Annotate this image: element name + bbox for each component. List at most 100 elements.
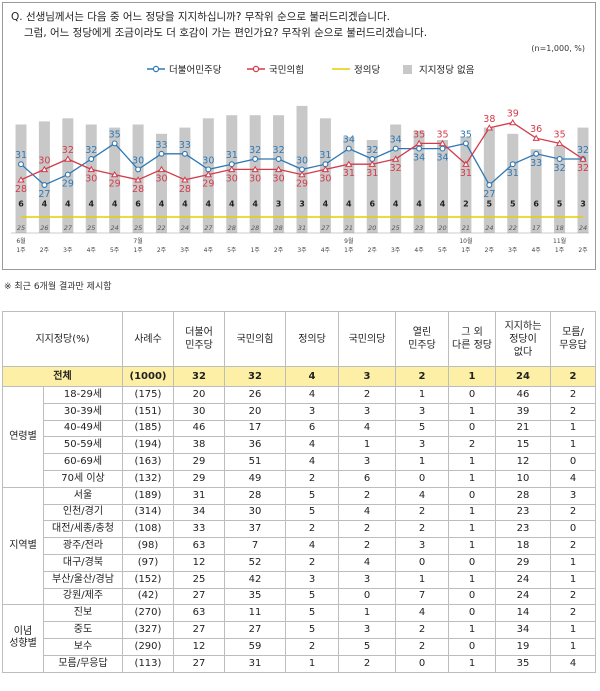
table-cell: 36	[224, 436, 286, 455]
data-label: 34	[390, 135, 402, 146]
table-cell: 1	[550, 570, 596, 589]
table-cell: 3	[285, 402, 339, 421]
table-cell: 0	[448, 587, 496, 606]
table-row: 부산/울산/경남 (152) 25 42 3 3 1 1 24 1	[3, 570, 596, 589]
table-cell: 35	[224, 587, 286, 606]
table-cell: 25	[173, 570, 225, 589]
bar-inner-label: 4	[416, 200, 422, 209]
group-label: 연령별	[2, 386, 44, 488]
table-cell: 4	[395, 486, 449, 505]
data-label: 30	[273, 173, 285, 184]
table-cell: 3	[550, 486, 596, 505]
x-tick-week: 4주	[531, 247, 541, 254]
table-cell: 37	[224, 520, 286, 539]
bar	[413, 130, 425, 233]
table-cell: 4	[395, 604, 449, 623]
bar-inner-label: 4	[88, 200, 94, 209]
table-cell: 1	[338, 604, 396, 623]
table-cell: 3	[338, 570, 396, 589]
point	[392, 145, 399, 152]
table-cell: 7	[224, 537, 286, 555]
point	[134, 176, 142, 183]
bar-value-label: 28	[251, 224, 259, 232]
table-cell: 4	[550, 469, 596, 488]
table-cell: (108)	[122, 520, 174, 539]
bar	[226, 115, 238, 233]
legend-marker	[152, 65, 160, 73]
table-row: 30-39세 (151) 30 20 3 3 3 1 39 2	[3, 402, 596, 421]
table-cell: 4	[338, 419, 396, 438]
table-cell: 2	[338, 486, 396, 505]
table-cell: 51	[224, 453, 286, 471]
table-cell: 2	[550, 366, 596, 387]
table-cell: 26	[224, 386, 286, 404]
x-tick-week: 1주	[133, 247, 143, 254]
bar-value-label: 21	[462, 224, 470, 232]
data-label: 32	[62, 145, 74, 156]
table-cell: 2	[338, 654, 396, 673]
table-cell: 2	[338, 520, 396, 539]
x-tick-week: 2주	[157, 247, 167, 254]
data-label: 36	[530, 124, 542, 135]
table-cell: 7	[395, 587, 449, 606]
point	[416, 145, 423, 152]
data-label: 31	[507, 168, 519, 179]
table-cell: 0	[448, 386, 496, 404]
data-label: 31	[460, 168, 472, 179]
table-cell: 2	[395, 366, 449, 387]
total-row: 전체 (1000) 32 32 4 3 2 1 24 2	[2, 366, 596, 387]
column-header: 열린 민주당	[395, 311, 449, 367]
data-label: 30	[249, 173, 261, 184]
bar-inner-label: 4	[393, 200, 399, 209]
data-label: 32	[577, 145, 589, 156]
table-row: 인천/경기 (314) 34 30 5 4 2 1 23 2	[3, 503, 596, 522]
legend-label: 국민의힘	[269, 65, 304, 76]
table-cell: 46	[495, 386, 551, 404]
point	[64, 155, 72, 162]
data-label: 30	[38, 155, 50, 166]
table-cell: 2	[395, 621, 449, 639]
table-cell: (98)	[122, 537, 174, 555]
bar-inner-label: 4	[206, 200, 212, 209]
bar-value-label: 28	[274, 224, 282, 232]
legend-marker	[252, 65, 260, 73]
point	[345, 160, 353, 167]
question-line-2: 그럼, 어느 정당에게 조금이라도 더 호감이 가는 편인가요? 무작위 순으로…	[24, 27, 428, 39]
bar	[577, 127, 589, 233]
table-cell: 0	[448, 553, 496, 572]
data-label: 34	[436, 153, 448, 164]
table-cell: 20	[173, 386, 225, 404]
point	[298, 171, 306, 178]
data-label: 31	[343, 168, 355, 179]
table-row: 중도 (327) 27 27 5 3 2 1 34 1	[3, 621, 596, 639]
data-label: 28	[132, 184, 144, 195]
x-tick-month: 9월	[344, 237, 353, 245]
table-cell: 2	[285, 520, 339, 539]
table-cell: 24	[495, 570, 551, 589]
header-row: 지지정당(%) 사례수 더불어 민주당 국민의힘 정의당 국민의당 열린 민주당 그 외 다른…	[2, 311, 596, 367]
data-label: 34	[343, 135, 355, 146]
data-label: 33	[155, 140, 167, 151]
table-cell: 4	[338, 503, 396, 522]
column-header: 모름/ 무응답	[550, 311, 596, 367]
bar	[109, 127, 121, 233]
point	[555, 139, 564, 147]
group-label: 지역별	[2, 486, 44, 606]
table-cell: 2	[550, 503, 596, 522]
point	[87, 165, 95, 173]
point	[110, 171, 119, 178]
data-label: 31	[15, 150, 27, 161]
bar-value-label: 31	[298, 224, 306, 232]
table-row: 대구/경북 (97) 12 52 2 4 0 0 29 1	[3, 553, 596, 572]
bar-value-label: 22	[157, 224, 165, 232]
column-header: 그 외 다른 정당	[448, 311, 496, 367]
table-cell: 1	[448, 402, 496, 421]
point	[415, 139, 423, 147]
row-label: 부산/울산/경남	[43, 570, 123, 589]
x-tick-week: 3주	[508, 247, 518, 254]
bar-inner-label: 4	[42, 200, 48, 209]
point	[252, 156, 259, 162]
data-label: 35	[436, 129, 448, 140]
x-tick-week: 1주	[344, 247, 354, 254]
point	[157, 165, 166, 173]
